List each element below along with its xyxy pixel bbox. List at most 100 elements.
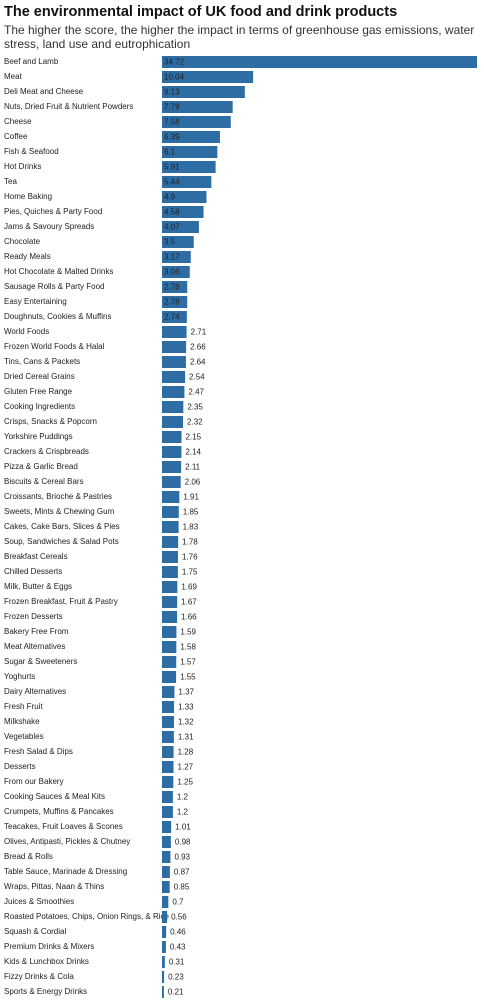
bar bbox=[162, 641, 177, 653]
category-label: Soup, Sandwiches & Salad Pots bbox=[4, 537, 119, 546]
bar bbox=[162, 236, 194, 248]
category-label: Crackers & Crispbreads bbox=[4, 447, 89, 456]
bar bbox=[162, 521, 179, 533]
bar bbox=[162, 71, 254, 83]
category-label: Fresh Fruit bbox=[4, 702, 43, 711]
value-label: 1.55 bbox=[180, 673, 196, 682]
value-label: 1.32 bbox=[178, 718, 194, 727]
value-label: 3.5 bbox=[164, 238, 176, 247]
value-label: 9.13 bbox=[164, 88, 180, 97]
bar bbox=[162, 986, 164, 998]
category-label: Deli Meat and Cheese bbox=[4, 87, 84, 96]
bar bbox=[162, 146, 218, 158]
value-label: 1.2 bbox=[177, 793, 189, 802]
bar bbox=[162, 176, 212, 188]
category-label: Cooking Ingredients bbox=[4, 402, 75, 411]
value-label: 5.91 bbox=[164, 163, 180, 172]
value-label: 1.85 bbox=[183, 508, 199, 517]
value-label: 2.78 bbox=[164, 283, 180, 292]
category-label: Milkshake bbox=[4, 717, 40, 726]
category-label: Home Baking bbox=[4, 192, 52, 201]
bar bbox=[162, 386, 185, 398]
category-label: Hot Drinks bbox=[4, 162, 41, 171]
bar bbox=[162, 956, 165, 968]
bar bbox=[162, 371, 186, 383]
category-label: Chocolate bbox=[4, 237, 41, 246]
bar bbox=[162, 581, 178, 593]
bar bbox=[162, 131, 220, 143]
value-label: 3.17 bbox=[164, 253, 180, 262]
category-label: Meat bbox=[4, 72, 23, 81]
bar bbox=[162, 326, 187, 338]
category-label: Chilled Desserts bbox=[4, 567, 62, 576]
bar bbox=[162, 506, 179, 518]
value-label: 2.35 bbox=[187, 403, 203, 412]
bar bbox=[162, 56, 477, 68]
chart-title: The environmental impact of UK food and … bbox=[4, 4, 398, 20]
bar bbox=[162, 446, 182, 458]
bar bbox=[162, 566, 178, 578]
category-label: Sausage Rolls & Party Food bbox=[4, 282, 105, 291]
category-label: Squash & Cordial bbox=[4, 927, 66, 936]
category-label: From our Bakery bbox=[4, 777, 64, 786]
chart-subtitle: The higher the score, the higher the imp… bbox=[4, 23, 475, 51]
value-label: 4.07 bbox=[164, 223, 180, 232]
bar bbox=[162, 611, 178, 623]
value-label: 1.67 bbox=[181, 598, 197, 607]
value-label: 1.28 bbox=[178, 748, 194, 757]
bar bbox=[162, 851, 171, 863]
value-label: 2.32 bbox=[187, 418, 203, 427]
bar bbox=[162, 626, 177, 638]
bar bbox=[162, 551, 178, 563]
bar bbox=[162, 866, 170, 878]
bar bbox=[162, 686, 175, 698]
value-label: 7.79 bbox=[164, 103, 180, 112]
category-label: Sweets, Mints & Chewing Gum bbox=[4, 507, 115, 516]
category-label: Fizzy Drinks & Cola bbox=[4, 972, 74, 981]
bar bbox=[162, 491, 180, 503]
value-label: 2.64 bbox=[190, 358, 206, 367]
value-label: 0.23 bbox=[168, 973, 184, 982]
value-label: 0.7 bbox=[172, 898, 184, 907]
category-label: Breakfast Cereals bbox=[4, 552, 68, 561]
value-label: 1.31 bbox=[178, 733, 194, 742]
value-label: 0.31 bbox=[169, 958, 185, 967]
category-label: Ready Meals bbox=[4, 252, 51, 261]
bar bbox=[162, 476, 181, 488]
bar bbox=[162, 926, 167, 938]
value-label: 1.69 bbox=[181, 583, 197, 592]
value-label: 2.78 bbox=[164, 298, 180, 307]
category-label: Coffee bbox=[4, 132, 28, 141]
bar bbox=[162, 356, 186, 368]
category-label: Sugar & Sweeteners bbox=[4, 657, 77, 666]
category-label: Cheese bbox=[4, 117, 32, 126]
value-label: 1.01 bbox=[175, 823, 191, 832]
value-label: 6.39 bbox=[164, 133, 180, 142]
bar bbox=[162, 896, 169, 908]
value-label: 0.46 bbox=[170, 928, 186, 937]
category-label: Gluten Free Range bbox=[4, 387, 73, 396]
value-label: 2.74 bbox=[164, 313, 180, 322]
value-label: 1.58 bbox=[180, 643, 196, 652]
category-label: Pies, Quiches & Party Food bbox=[4, 207, 102, 216]
value-label: 1.27 bbox=[178, 763, 194, 772]
category-label: Olives, Antipasti, Pickles & Chutney bbox=[4, 837, 130, 846]
bar bbox=[162, 116, 231, 128]
value-label: 0.98 bbox=[175, 838, 191, 847]
bar bbox=[162, 341, 187, 353]
category-label: Jams & Savoury Spreads bbox=[4, 222, 94, 231]
bar bbox=[162, 536, 179, 548]
bar bbox=[162, 251, 191, 263]
value-label: 10.04 bbox=[164, 73, 185, 82]
bar bbox=[162, 596, 178, 608]
value-label: 5.44 bbox=[164, 178, 180, 187]
bar bbox=[162, 791, 173, 803]
category-label: Frozen Breakfast, Fruit & Pastry bbox=[4, 597, 118, 606]
value-label: 4.9 bbox=[164, 193, 176, 202]
value-label: 0.43 bbox=[170, 943, 186, 952]
bar bbox=[162, 191, 207, 203]
bar bbox=[162, 776, 174, 788]
category-label: Tins, Cans & Packets bbox=[4, 357, 80, 366]
bar bbox=[162, 911, 168, 923]
